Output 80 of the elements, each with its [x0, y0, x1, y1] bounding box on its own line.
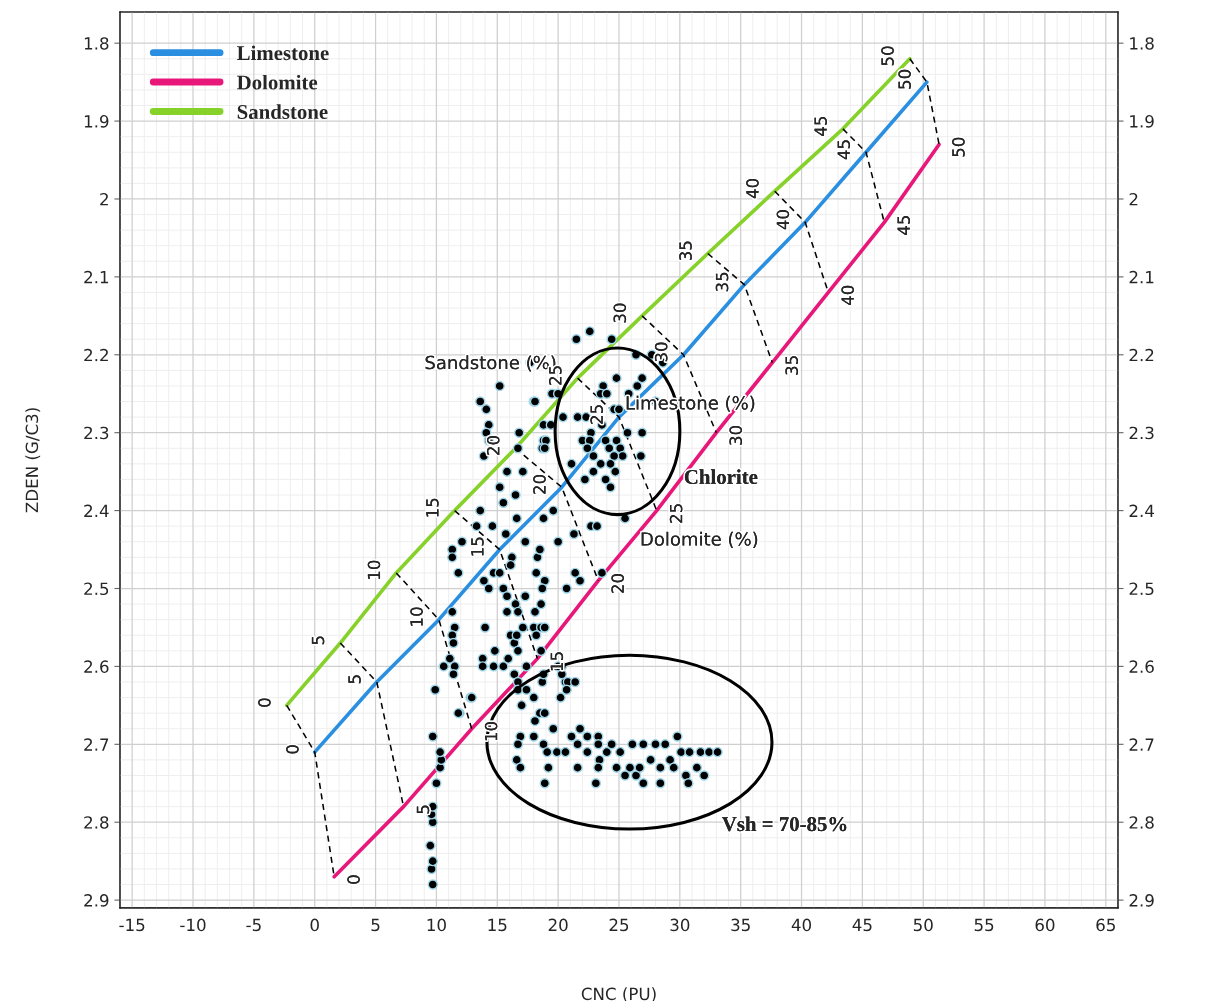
legend-label: Limestone — [237, 45, 329, 61]
annotation: 30 — [654, 342, 668, 362]
x-tick-label: 45 — [852, 918, 872, 932]
annotation: 45 — [897, 215, 910, 235]
y2-tick-label: 2 — [1129, 192, 1138, 206]
y-tick-label: 2.5 — [84, 582, 109, 596]
annotation: 25 — [669, 504, 683, 523]
y2-tick-label: 2.5 — [1129, 582, 1154, 596]
legend-label: Dolomite — [237, 74, 318, 90]
x-tick-label: 30 — [670, 918, 690, 932]
annotation: 20 — [486, 436, 500, 455]
y-axis-title: ZDEN (G/C3) — [25, 408, 41, 513]
annotation: 0 — [286, 745, 299, 754]
annotation: 10 — [410, 607, 423, 626]
y2-tick-label: 2.7 — [1129, 738, 1154, 751]
annotation: 45 — [814, 116, 827, 136]
annotation: 20 — [533, 474, 546, 494]
y2-tick-label: 2.1 — [1129, 270, 1154, 284]
annotation: 50 — [898, 69, 911, 89]
annotation: Dolomite (%) — [641, 531, 758, 548]
y2-tick-label: 2.2 — [1129, 348, 1154, 362]
annotation: 35 — [679, 241, 692, 261]
y-tick-label: 2.9 — [84, 894, 109, 907]
x-tick-label: 5 — [371, 918, 380, 932]
annotation: 25 — [590, 405, 603, 424]
y2-tick-label: 2.9 — [1129, 894, 1154, 907]
x-tick-label: 65 — [1096, 918, 1115, 932]
annotation: 30 — [613, 303, 627, 323]
y-tick-label: 2.4 — [84, 504, 109, 517]
x-tick-label: 35 — [731, 918, 750, 932]
y-tick-label: 2.3 — [84, 426, 109, 440]
annotation: 15 — [426, 498, 439, 517]
annotation: 20 — [611, 573, 624, 593]
x-tick-label: -10 — [180, 918, 206, 932]
x-tick-label: 60 — [1035, 918, 1055, 932]
y-tick-label: 1.8 — [84, 37, 109, 50]
y-tick-label: 2.7 — [84, 738, 109, 751]
y-tick-label: 2 — [100, 192, 108, 206]
annotation: 30 — [729, 425, 743, 445]
annotation: 15 — [471, 537, 484, 556]
annotation: Chlorite — [684, 469, 758, 484]
annotation: 5 — [416, 805, 430, 814]
y-tick-label: 1.9 — [84, 115, 109, 128]
annotation: 15 — [550, 652, 564, 671]
annotation: 50 — [881, 46, 894, 66]
annotation: 40 — [841, 285, 854, 306]
legend-label: Sandstone — [237, 104, 328, 120]
x-tick-label: 20 — [548, 918, 568, 932]
annotation: 50 — [952, 137, 965, 157]
y2-tick-label: 1.9 — [1130, 115, 1154, 128]
x-tick-label: 50 — [913, 918, 933, 932]
annotation: 0 — [347, 875, 360, 884]
annotation: 5 — [311, 636, 325, 645]
annotation: 35 — [785, 356, 798, 375]
annotation: 5 — [348, 675, 361, 684]
annotation: 10 — [367, 560, 381, 579]
x-tick-label: 25 — [609, 918, 629, 932]
y-tick-label: 2.2 — [84, 348, 108, 362]
y2-tick-label: 2.8 — [1129, 816, 1154, 829]
annotation: 40 — [776, 210, 790, 230]
x-tick-label: 55 — [974, 918, 994, 932]
y2-tick-label: 2.4 — [1129, 504, 1154, 517]
x-tick-label: 0 — [310, 918, 319, 932]
y-tick-label: 2.6 — [84, 660, 109, 673]
annotation: 0 — [258, 698, 271, 707]
y2-tick-label: 1.8 — [1130, 37, 1154, 50]
x-tick-label: -5 — [246, 918, 261, 932]
y-tick-label: 2.8 — [84, 816, 109, 829]
x-tick-label: 15 — [488, 918, 507, 932]
y-tick-label: 2.1 — [84, 270, 109, 284]
y2-tick-label: 2.6 — [1129, 660, 1154, 673]
x-tick-label: 10 — [427, 918, 446, 932]
annotation: 40 — [746, 178, 759, 199]
x-tick-label: -15 — [119, 918, 145, 932]
annotation: Vsh = 70-85% — [722, 816, 847, 832]
x-tick-label: 40 — [791, 918, 812, 932]
annotation: 10 — [484, 722, 498, 741]
annotation: 45 — [837, 140, 851, 160]
annotation: 35 — [715, 272, 729, 292]
y2-tick-label: 2.3 — [1129, 426, 1154, 440]
